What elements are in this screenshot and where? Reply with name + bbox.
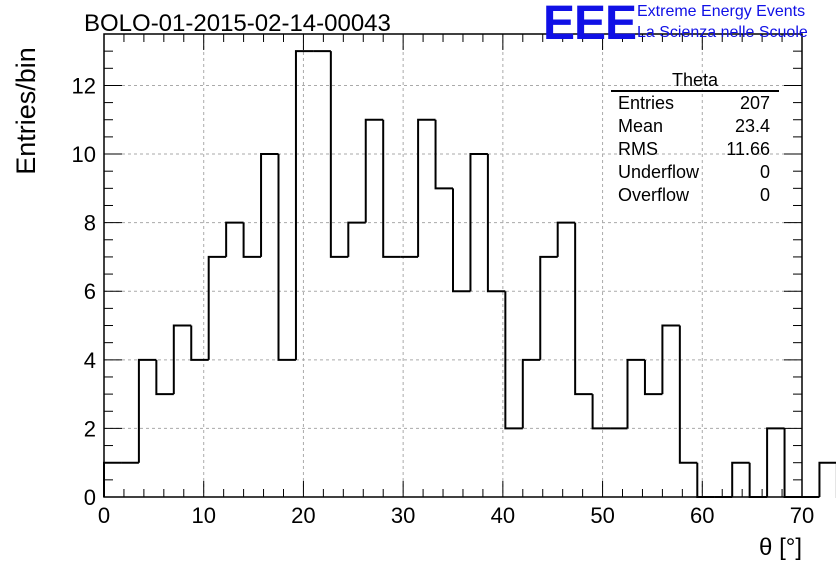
histogram-bin xyxy=(347,221,366,257)
stats-value: 23.4 xyxy=(734,116,770,136)
histogram-bin xyxy=(242,222,262,258)
stats-value: 207 xyxy=(739,93,770,113)
stats-box: Theta Entries 207 Mean 23.4 RMS 11.66 Un… xyxy=(611,70,779,207)
x-tick-label: 60 xyxy=(690,503,714,528)
histogram-bin xyxy=(766,427,785,497)
stats-row-rms: RMS 11.66 xyxy=(611,138,779,161)
histogram-bin xyxy=(556,221,576,257)
stats-row-mean: Mean 23.4 xyxy=(611,115,779,138)
histogram-bin xyxy=(469,153,488,292)
stats-row-overflow: Overflow 0 xyxy=(611,184,779,207)
histogram-bin xyxy=(382,119,401,258)
histogram-bin xyxy=(434,119,453,190)
y-tick-label: 0 xyxy=(84,485,96,510)
histogram-bin xyxy=(504,291,523,430)
y-tick-label: 8 xyxy=(84,211,96,236)
stats-value: 0 xyxy=(759,162,770,182)
stats-label: RMS xyxy=(618,139,658,159)
stats-value: 0 xyxy=(759,185,770,205)
histogram-bin xyxy=(696,462,715,498)
y-axis-label: Entries/bin xyxy=(11,47,41,175)
stats-title: Theta xyxy=(611,70,779,92)
stats-label: Overflow xyxy=(618,185,690,205)
histogram-bin xyxy=(417,118,436,257)
stats-value: 11.66 xyxy=(726,139,770,159)
histogram-bin xyxy=(155,359,174,396)
histogram-bin xyxy=(207,255,227,360)
eee-logo: EEE xyxy=(543,0,637,50)
histogram-bin xyxy=(643,359,663,396)
histogram-bin xyxy=(626,358,645,429)
y-tick-label: 12 xyxy=(72,73,96,98)
x-tick-label: 0 xyxy=(98,503,110,528)
x-tick-label: 30 xyxy=(391,503,415,528)
stats-label: Entries xyxy=(618,93,675,113)
histogram-bin xyxy=(137,358,157,463)
histogram-bin xyxy=(294,50,314,360)
histogram-bin xyxy=(731,461,750,497)
x-tick-label: 20 xyxy=(291,503,315,528)
histogram-bin xyxy=(748,462,768,498)
histogram-bin xyxy=(591,394,611,430)
histogram-bin xyxy=(539,255,558,360)
x-axis-label: θ [°] xyxy=(759,534,802,561)
histogram-bin xyxy=(225,221,244,257)
x-tick-label: 50 xyxy=(590,503,614,528)
histogram-bin xyxy=(486,154,506,293)
histogram-bin xyxy=(661,324,680,395)
histogram-bin xyxy=(364,118,384,223)
histogram-bin xyxy=(521,358,541,429)
histogram-bin xyxy=(678,325,698,464)
y-tick-label: 2 xyxy=(84,416,96,441)
stats-row-underflow: Underflow 0 xyxy=(611,161,779,184)
logo-line-1: Extreme Energy Events xyxy=(637,3,806,20)
chart-title: BOLO-01-2015-02-14-00043 xyxy=(84,10,391,37)
logo-line-2: La Scienza nelle Scuole xyxy=(637,24,808,41)
histogram-bin xyxy=(818,461,836,497)
y-tick-label: 10 xyxy=(72,142,96,167)
histogram-bin xyxy=(172,324,192,395)
histogram-bin xyxy=(452,188,471,293)
plot-frame xyxy=(103,33,803,498)
x-tick-label: 10 xyxy=(191,503,215,528)
x-tick-label: 70 xyxy=(790,503,814,528)
histogram-bin xyxy=(277,154,296,361)
y-tick-label: 4 xyxy=(84,348,96,373)
x-tick-label: 40 xyxy=(491,503,515,528)
stats-row-entries: Entries 207 xyxy=(611,92,779,115)
stats-label: Underflow xyxy=(618,162,700,182)
histogram-bin xyxy=(190,325,209,361)
histogram-bin xyxy=(329,51,349,258)
stats-label: Mean xyxy=(618,116,664,136)
histogram-bin xyxy=(260,153,279,257)
y-tick-label: 6 xyxy=(84,279,96,304)
histogram-bin xyxy=(574,222,593,396)
